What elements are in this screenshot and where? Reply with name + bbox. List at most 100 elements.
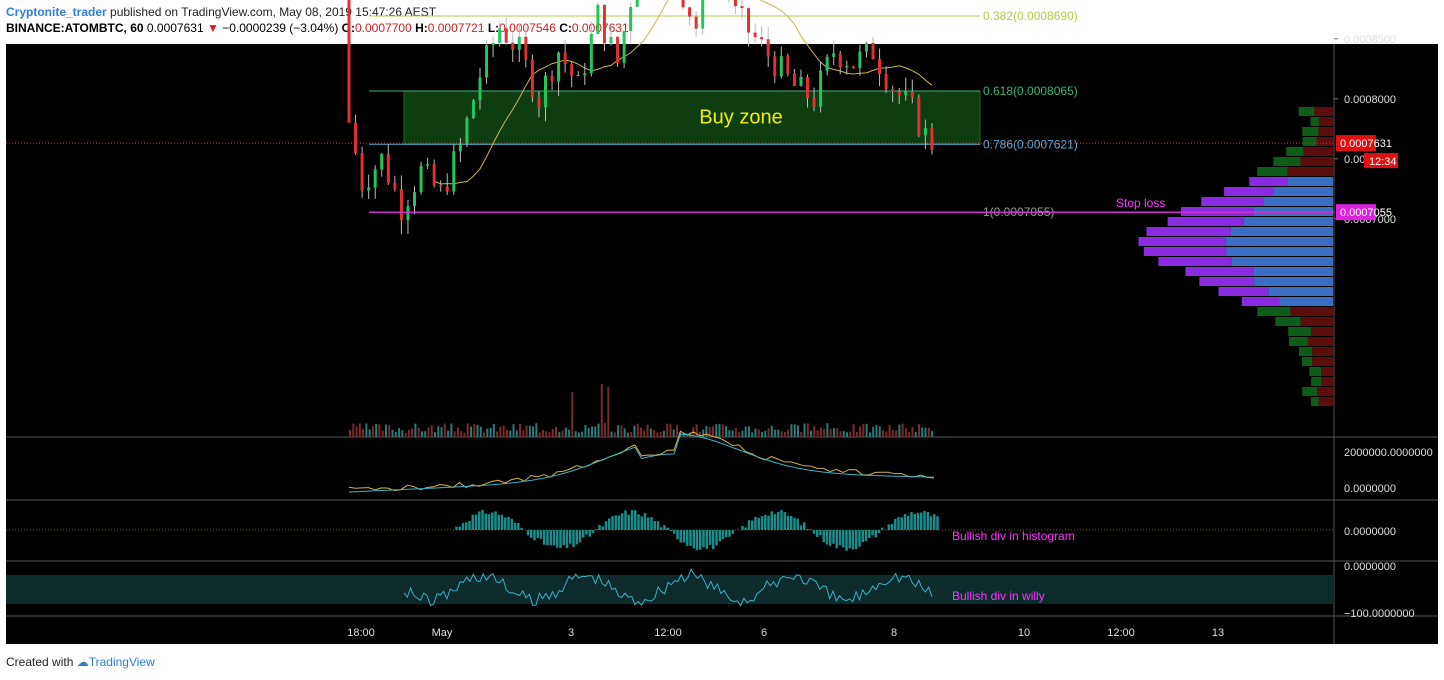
hist-bar bbox=[829, 530, 832, 546]
hist-bar bbox=[712, 530, 715, 550]
volume-bar bbox=[764, 430, 767, 437]
vp-right bbox=[1290, 307, 1333, 316]
candle-body bbox=[537, 97, 541, 108]
volume-bar bbox=[839, 431, 842, 437]
volume-bar bbox=[558, 432, 561, 437]
hist-bar bbox=[874, 530, 877, 538]
candle-body bbox=[806, 77, 809, 99]
candle-body bbox=[504, 28, 508, 43]
hist-bar bbox=[757, 517, 760, 530]
candle-body bbox=[681, 0, 685, 8]
hist-bar bbox=[832, 530, 835, 544]
volume-bar bbox=[427, 427, 430, 437]
hist-bar bbox=[910, 512, 913, 530]
hist-bar bbox=[455, 526, 458, 530]
candle-89 bbox=[930, 123, 934, 155]
hist-bar bbox=[868, 530, 871, 538]
buy-zone-box[interactable] bbox=[403, 90, 981, 145]
volume-bar bbox=[502, 425, 505, 437]
candle-body bbox=[583, 73, 587, 75]
hist-bar bbox=[903, 513, 907, 530]
hist-bar bbox=[559, 530, 562, 548]
volume-bar bbox=[541, 429, 544, 437]
tradingview-brand[interactable]: TradingView bbox=[88, 655, 155, 669]
volume-bar bbox=[888, 424, 891, 437]
candle-body bbox=[491, 42, 495, 46]
hist-bar bbox=[933, 514, 936, 530]
volume-bar bbox=[489, 427, 492, 437]
volume-bar bbox=[447, 430, 450, 437]
hist-bar bbox=[549, 530, 552, 546]
hist-bar bbox=[458, 526, 461, 530]
vp-right bbox=[1226, 247, 1333, 256]
hist-bar bbox=[578, 530, 582, 543]
hist-bar bbox=[461, 523, 465, 530]
hist-bar bbox=[858, 530, 861, 547]
volume-bar bbox=[653, 430, 656, 437]
volume-bar bbox=[456, 427, 459, 437]
fib-label-2: 0.618(0.0008065) bbox=[983, 84, 1078, 98]
volume-bar bbox=[607, 387, 610, 437]
volume-bar bbox=[512, 424, 515, 437]
volume-bar bbox=[662, 430, 665, 437]
volume-bar bbox=[885, 431, 888, 437]
vp-left bbox=[1309, 367, 1322, 376]
volume-bar bbox=[823, 428, 826, 437]
author-link[interactable]: Cryptonite_trader bbox=[6, 5, 107, 19]
hist-bar bbox=[692, 530, 695, 549]
candle-87 bbox=[917, 94, 921, 138]
hist-bar bbox=[520, 527, 523, 530]
hist-bar bbox=[676, 530, 679, 540]
candle-79 bbox=[864, 41, 868, 58]
volume-bar bbox=[849, 431, 852, 437]
high-value: 0.0007721 bbox=[427, 21, 485, 35]
candle-1 bbox=[354, 114, 358, 155]
hist-bar bbox=[816, 530, 819, 537]
candle-15 bbox=[445, 173, 449, 195]
volume-bar bbox=[731, 430, 734, 437]
hist-bar bbox=[812, 530, 816, 534]
volume-bar bbox=[430, 425, 433, 437]
hist-bar bbox=[864, 530, 868, 542]
time-tick-6: 10 bbox=[1018, 627, 1030, 639]
volume-bar bbox=[705, 426, 708, 437]
time-axis[interactable]: 18:00 May 3 12:00 6 8 10 12:00 13 bbox=[347, 627, 1224, 639]
volume-bar bbox=[538, 432, 541, 437]
hist-bar bbox=[484, 513, 487, 530]
tradingview-logo-icon[interactable]: ☁ bbox=[76, 655, 89, 669]
vp-right bbox=[1316, 137, 1333, 146]
volume-bar bbox=[734, 427, 737, 437]
candle-body bbox=[550, 75, 554, 82]
hist-bar bbox=[637, 514, 640, 530]
hist-bar bbox=[630, 510, 634, 530]
volume-bar bbox=[921, 427, 924, 437]
time-tick-7: 12:00 bbox=[1107, 627, 1135, 639]
volume-bar bbox=[865, 423, 868, 437]
hist-bar bbox=[634, 510, 637, 530]
candle-2 bbox=[360, 146, 364, 198]
vp-right bbox=[1253, 267, 1333, 276]
hist-bar bbox=[825, 530, 829, 545]
volume-bar bbox=[548, 432, 551, 437]
hist-bar bbox=[767, 515, 770, 530]
footer: Created with ☁TradingView bbox=[6, 655, 155, 669]
volume-bar bbox=[571, 392, 574, 437]
candle-34 bbox=[570, 62, 574, 88]
price-axis[interactable]: 0.00100000.00095000.00090000.00085000.00… bbox=[1334, 0, 1433, 620]
vp-left bbox=[1158, 257, 1232, 266]
candle-body bbox=[910, 91, 914, 98]
volume-bar bbox=[796, 425, 799, 437]
vp-right bbox=[1307, 337, 1333, 346]
hist-bar bbox=[887, 524, 890, 530]
close-label: C: bbox=[559, 21, 572, 35]
hist-bar bbox=[468, 521, 471, 530]
volume-bar bbox=[741, 430, 744, 437]
volume-bar bbox=[702, 429, 705, 437]
candle-16 bbox=[452, 144, 456, 195]
hist-bar bbox=[598, 525, 601, 530]
volume-bar bbox=[555, 426, 558, 437]
hist-bar bbox=[666, 527, 669, 530]
candle-64 bbox=[766, 26, 770, 67]
time-tick-1: May bbox=[432, 627, 453, 639]
